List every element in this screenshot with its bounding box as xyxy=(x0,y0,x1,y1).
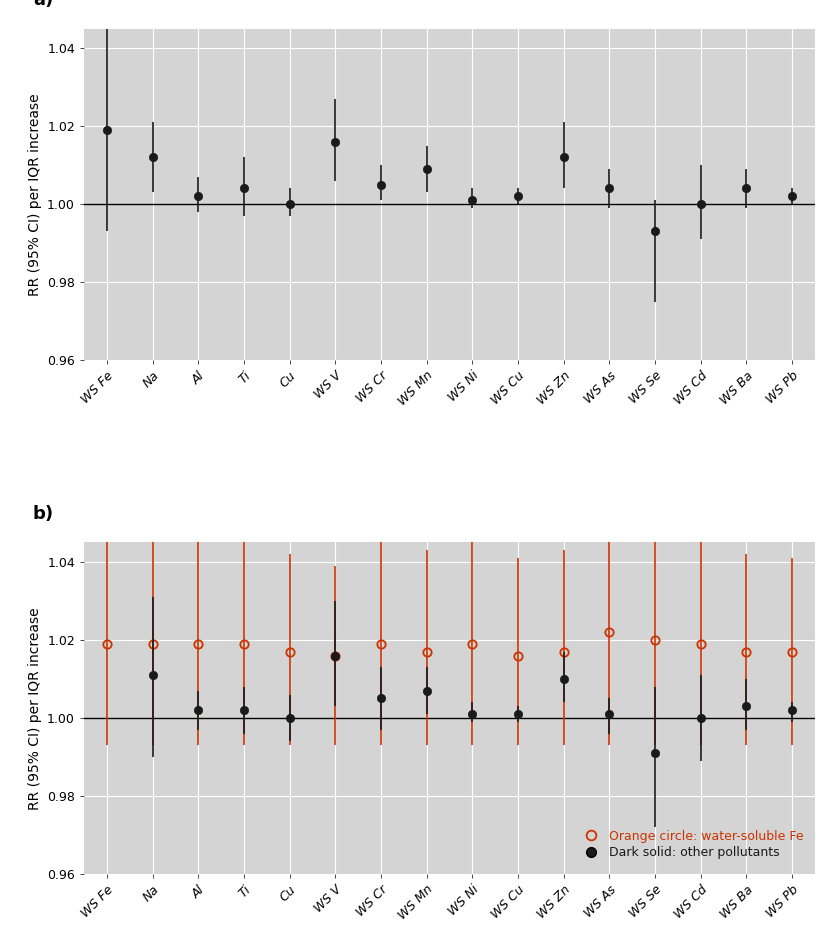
Text: b): b) xyxy=(33,504,54,523)
Legend: Orange circle: water-soluble Fe, Dark solid: other pollutants: Orange circle: water-soluble Fe, Dark so… xyxy=(574,825,809,864)
Y-axis label: RR (95% CI) per IQR increase: RR (95% CI) per IQR increase xyxy=(28,93,41,295)
Y-axis label: RR (95% CI) per IQR increase: RR (95% CI) per IQR increase xyxy=(28,607,41,809)
Text: a): a) xyxy=(33,0,53,9)
